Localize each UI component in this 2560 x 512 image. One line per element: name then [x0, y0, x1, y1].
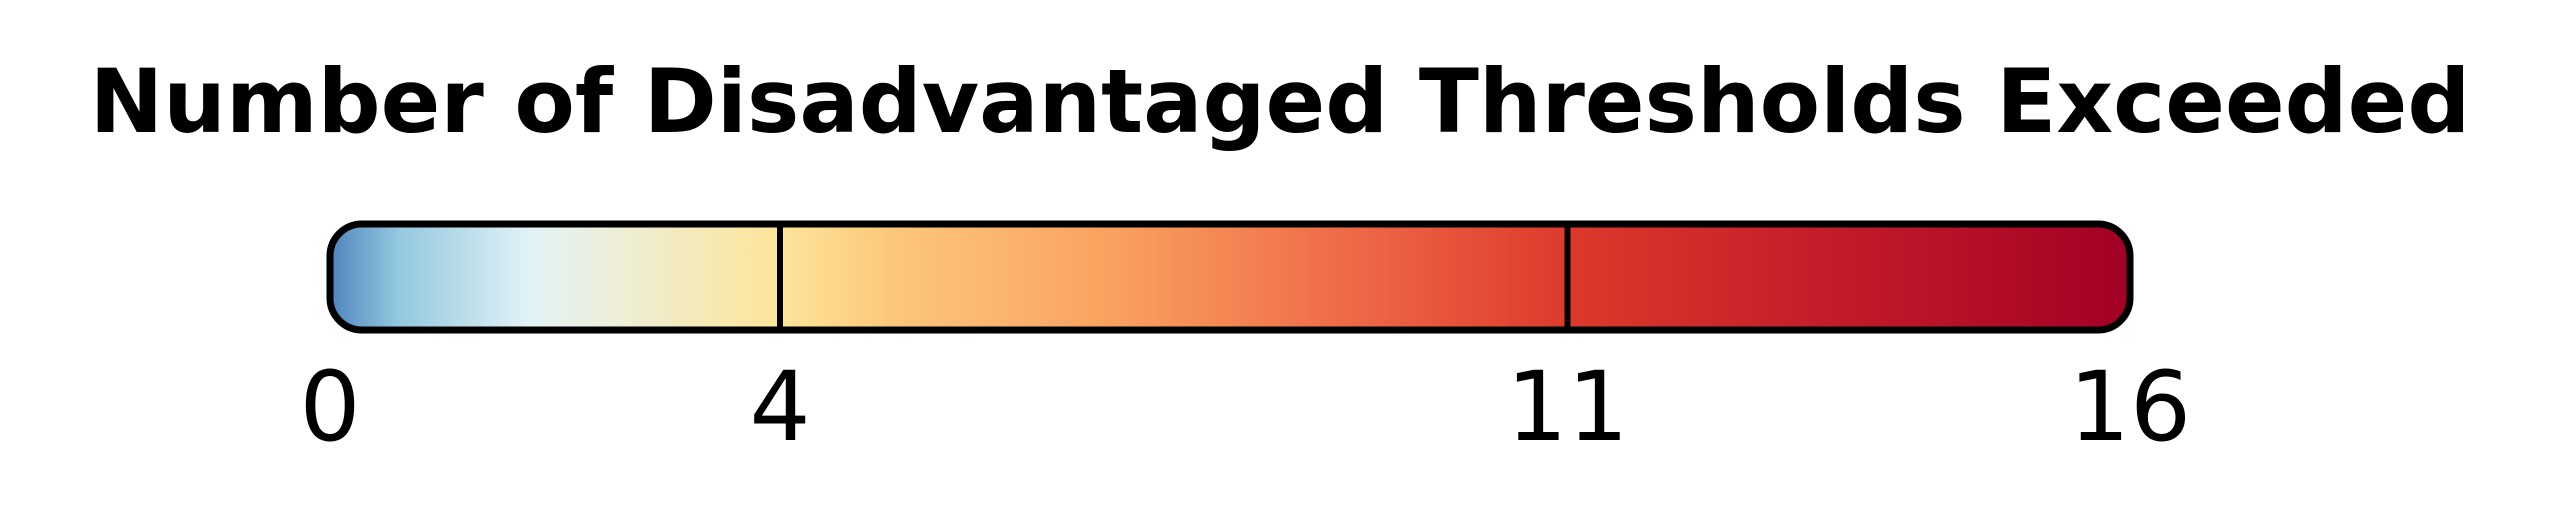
colorbar-tick-labels: 0 4 11 16: [299, 351, 2191, 463]
tick-label: 4: [749, 351, 810, 463]
colorbar-fill: [330, 224, 2130, 330]
colorbar-outline: [326, 220, 2134, 334]
legend-title: Number of Disadvantaged Thresholds Excee…: [89, 50, 2471, 153]
colorbar-dividers: [777, 224, 1571, 330]
tick-label: 11: [1506, 351, 1628, 463]
tick-label: 0: [299, 351, 360, 463]
tick-label: 16: [2069, 351, 2191, 463]
